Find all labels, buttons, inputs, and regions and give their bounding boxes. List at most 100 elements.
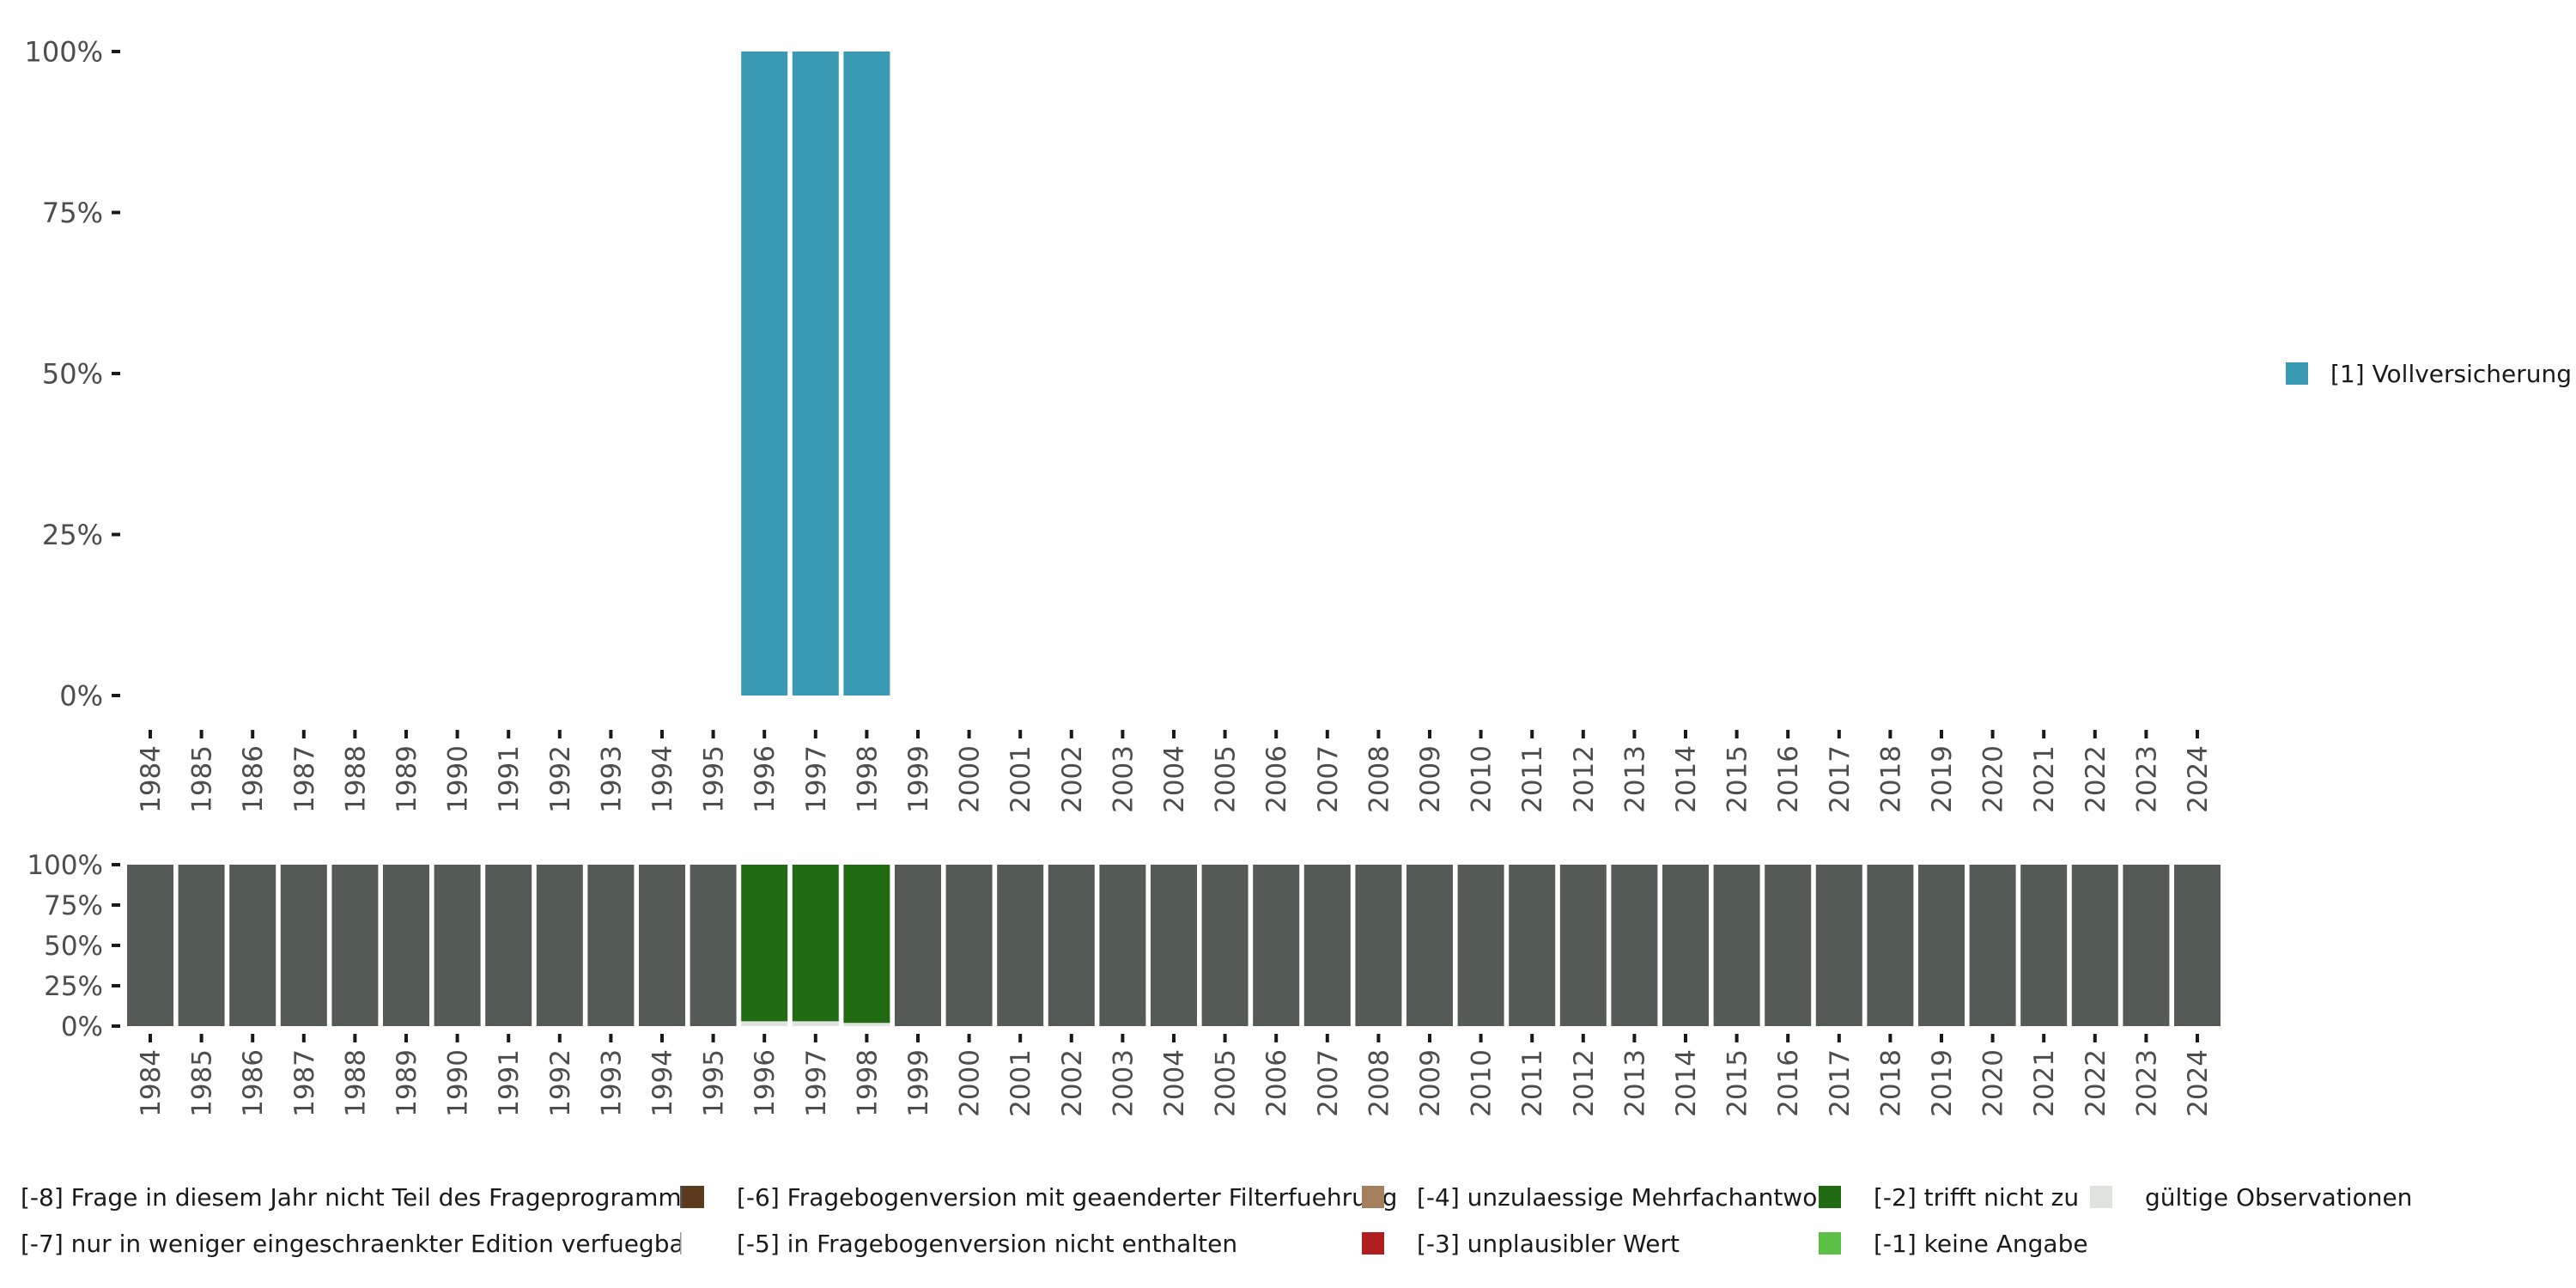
x-tick-label: 1989 — [392, 745, 422, 813]
x-tick-label: 2020 — [1978, 1049, 2009, 1117]
y-tick-label: 100% — [27, 850, 103, 881]
y-tick-label: 75% — [42, 197, 103, 229]
bar-1992-3 — [536, 865, 583, 1026]
legend-swatch — [2090, 1186, 2112, 1208]
legend-swatch — [681, 1231, 705, 1255]
bar-2023-3 — [2123, 865, 2170, 1026]
x-tick-label: 1996 — [750, 1049, 781, 1117]
x-tick-label: 2014 — [1671, 745, 1702, 813]
bar-2015-3 — [1713, 865, 1760, 1026]
x-tick-label: 1989 — [392, 1049, 422, 1117]
legend-swatch — [2286, 362, 2308, 385]
x-tick-label: 1984 — [136, 745, 167, 813]
x-tick-label: 1995 — [699, 1049, 730, 1117]
x-tick-label: 2015 — [1722, 1049, 1753, 1117]
y-tick-label: 50% — [42, 358, 103, 391]
x-tick-label: 1992 — [545, 745, 576, 813]
bar-2010-3 — [1457, 865, 1504, 1026]
bar-2018-3 — [1867, 865, 1914, 1026]
legend-swatch — [1362, 1186, 1384, 1208]
x-tick-label: 1991 — [494, 745, 525, 813]
x-tick-label: 2021 — [2029, 745, 2060, 813]
x-tick-label: 2024 — [2183, 745, 2214, 813]
x-tick-label: 1996 — [750, 745, 781, 813]
bar-1987-3 — [280, 865, 327, 1026]
legend-label: [-3] unplausibler Wert — [1417, 1230, 1680, 1258]
x-tick-label: 2013 — [1619, 745, 1650, 813]
bar-1997-1 — [792, 1021, 839, 1026]
x-tick-label: 1990 — [443, 1049, 474, 1117]
x-tick-label: 2022 — [2081, 1049, 2111, 1117]
x-tick-label: 2007 — [1313, 1049, 1344, 1117]
bar-1999-3 — [895, 865, 941, 1026]
x-tick-label: 2023 — [2131, 1049, 2162, 1117]
x-tick-label: 2011 — [1517, 1049, 1548, 1117]
legend-label: [-8] Frage in diesem Jahr nicht Teil des… — [21, 1183, 694, 1212]
x-tick-label: 1987 — [289, 745, 320, 813]
x-tick-label: 1991 — [494, 1049, 525, 1117]
bar-2013-3 — [1611, 865, 1658, 1026]
bar-1996-1 — [741, 1021, 788, 1026]
y-tick-label: 50% — [44, 931, 103, 962]
x-tick-label: 2020 — [1978, 745, 2009, 813]
x-tick-label: 1985 — [187, 745, 218, 813]
bar-2000-3 — [945, 865, 993, 1026]
x-tick-label: 2016 — [1773, 1049, 1804, 1117]
x-tick-label: 2005 — [1211, 745, 1242, 813]
x-tick-label: 2006 — [1261, 745, 1292, 813]
x-tick-label: 1988 — [340, 1049, 371, 1117]
x-tick-label: 2024 — [2183, 1049, 2214, 1117]
x-tick-label: 1985 — [187, 1049, 218, 1117]
bar-2022-3 — [2071, 865, 2118, 1026]
legend-label: [-7] nur in weniger eingeschraenkter Edi… — [21, 1230, 695, 1258]
bar-1984-3 — [127, 865, 173, 1026]
x-tick-label: 2004 — [1159, 745, 1190, 813]
x-tick-label: 2010 — [1467, 1049, 1498, 1117]
y-tick-label: 0% — [61, 1012, 103, 1042]
legend-label: [1] Vollversicherung — [2330, 360, 2572, 388]
x-tick-label: 1988 — [340, 745, 371, 813]
x-tick-label: 1997 — [801, 745, 832, 813]
x-tick-label: 2014 — [1671, 1049, 1702, 1117]
bar-1998-2 — [843, 865, 890, 1024]
x-tick-label: 2011 — [1517, 745, 1548, 813]
bar-2019-3 — [1918, 865, 1965, 1026]
x-tick-label: 2018 — [1875, 745, 1906, 813]
bar-1991-3 — [485, 865, 532, 1026]
bar-1998-1 — [843, 52, 890, 696]
y-tick-label: 25% — [42, 519, 103, 551]
legend-swatch — [682, 1186, 704, 1208]
x-tick-label: 2009 — [1415, 1049, 1446, 1117]
legend-label: [-4] unzulaessige Mehrfachantwort — [1417, 1183, 1837, 1212]
x-tick-label: 2012 — [1569, 745, 1600, 813]
x-tick-label: 2022 — [2081, 745, 2111, 813]
bar-2021-3 — [2020, 865, 2068, 1026]
legend-swatch — [1362, 1232, 1384, 1255]
bar-2020-3 — [1969, 865, 2016, 1026]
x-tick-label: 2008 — [1364, 1049, 1394, 1117]
y-tick-label: 100% — [25, 36, 103, 69]
x-tick-label: 2019 — [1927, 745, 1958, 813]
x-tick-label: 2009 — [1415, 745, 1446, 813]
bar-1994-3 — [639, 865, 685, 1026]
bar-1989-3 — [383, 865, 429, 1026]
y-tick-label: 25% — [44, 971, 103, 1002]
bar-1986-3 — [229, 865, 276, 1026]
bar-2014-3 — [1662, 865, 1709, 1026]
x-tick-label: 1987 — [289, 1049, 320, 1117]
x-tick-label: 1998 — [852, 1049, 883, 1117]
x-tick-label: 2023 — [2131, 745, 2162, 813]
y-tick-label: 75% — [44, 890, 103, 921]
x-tick-label: 2021 — [2029, 1049, 2060, 1117]
legend-label: gültige Observationen — [2145, 1183, 2412, 1212]
bar-2002-3 — [1048, 865, 1095, 1026]
bar-1995-3 — [690, 865, 737, 1026]
x-tick-label: 2015 — [1722, 745, 1753, 813]
x-tick-label: 1998 — [852, 745, 883, 813]
x-tick-label: 2010 — [1467, 745, 1498, 813]
bar-1996-2 — [741, 865, 788, 1022]
bar-1996-1 — [741, 52, 788, 696]
bar-2008-3 — [1355, 865, 1402, 1026]
bar-1997-1 — [792, 52, 839, 696]
